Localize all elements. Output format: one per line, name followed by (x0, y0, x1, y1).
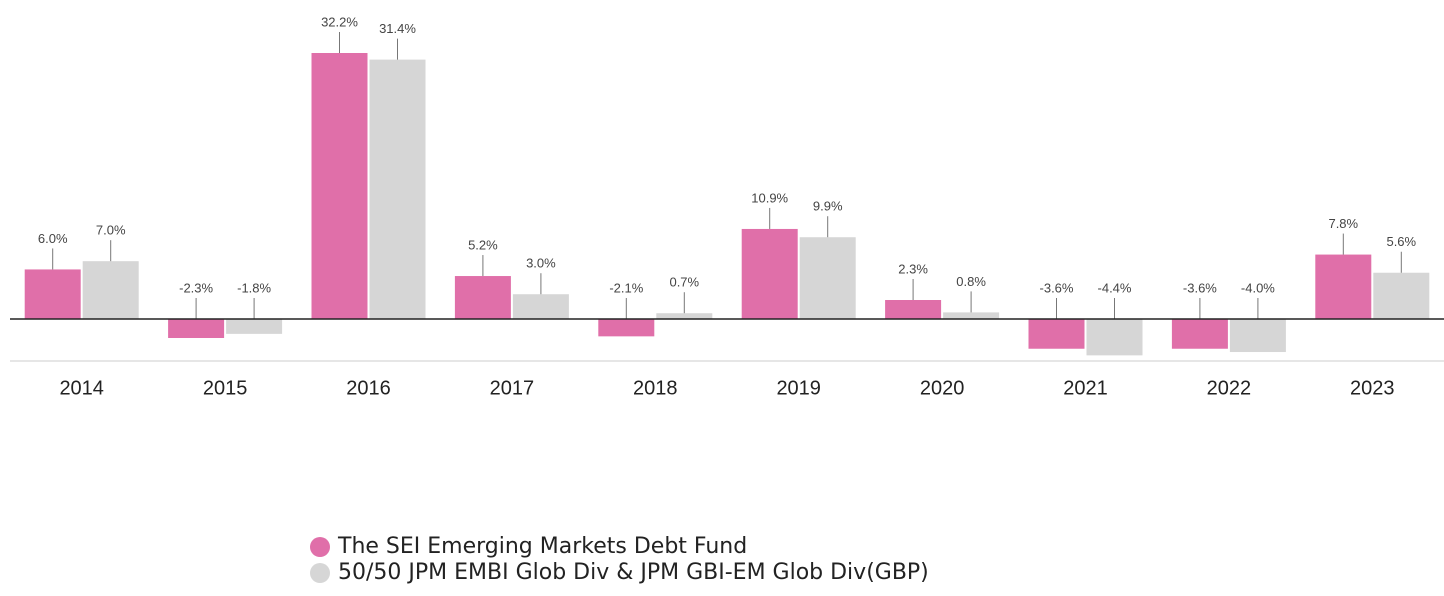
value-label: 10.9% (751, 190, 788, 205)
bar (943, 312, 1000, 319)
value-label: 0.7% (669, 275, 699, 290)
x-tick-label: 2014 (59, 377, 104, 399)
x-tick-label: 2022 (1207, 377, 1252, 399)
bar (656, 313, 713, 319)
legend-label: 50/50 JPM EMBI Glob Div & JPM GBI-EM Glo… (338, 560, 929, 585)
legend-marker (310, 537, 330, 557)
value-label: 7.8% (1328, 216, 1358, 231)
value-label: 32.2% (321, 14, 358, 29)
bar (226, 319, 283, 334)
bar (1086, 319, 1143, 356)
x-tick-label: 2023 (1350, 377, 1395, 399)
bar (1229, 319, 1286, 353)
bar (1373, 272, 1430, 319)
value-label: 0.8% (956, 274, 986, 289)
value-label: 31.4% (379, 21, 416, 36)
bar (741, 228, 798, 319)
x-tick-label: 2019 (776, 377, 821, 399)
bar (1171, 319, 1228, 349)
value-label: 6.0% (38, 231, 68, 246)
bar (1028, 319, 1085, 349)
legend-label: The SEI Emerging Markets Debt Fund (337, 534, 747, 559)
x-tick-label: 2016 (346, 377, 391, 399)
bar (311, 53, 368, 319)
value-label: 9.9% (813, 199, 843, 214)
value-label: -2.1% (609, 280, 643, 295)
bar (168, 319, 225, 338)
value-label: -4.4% (1098, 280, 1132, 295)
value-label: -3.6% (1183, 280, 1217, 295)
x-tick-label: 2020 (920, 377, 965, 399)
bar (885, 300, 942, 319)
value-label: 7.0% (96, 223, 126, 238)
value-label: 3.0% (526, 256, 556, 271)
x-tick-label: 2018 (633, 377, 678, 399)
value-label: -4.0% (1241, 280, 1275, 295)
bar (1315, 254, 1372, 319)
legend-marker (310, 563, 330, 583)
value-label: -2.3% (179, 280, 213, 295)
bar (82, 261, 139, 319)
bar (369, 59, 426, 319)
x-tick-label: 2015 (203, 377, 248, 399)
bar (598, 319, 655, 337)
bar (454, 276, 511, 319)
value-label: -3.6% (1040, 280, 1074, 295)
x-tick-label: 2021 (1063, 377, 1108, 399)
value-label: -1.8% (237, 280, 271, 295)
x-tick-label: 2017 (490, 377, 535, 399)
value-label: 5.6% (1386, 234, 1416, 249)
bar (799, 237, 856, 319)
bar (24, 269, 81, 319)
value-label: 5.2% (468, 237, 498, 252)
bar (512, 294, 569, 319)
value-label: 2.3% (898, 261, 928, 276)
